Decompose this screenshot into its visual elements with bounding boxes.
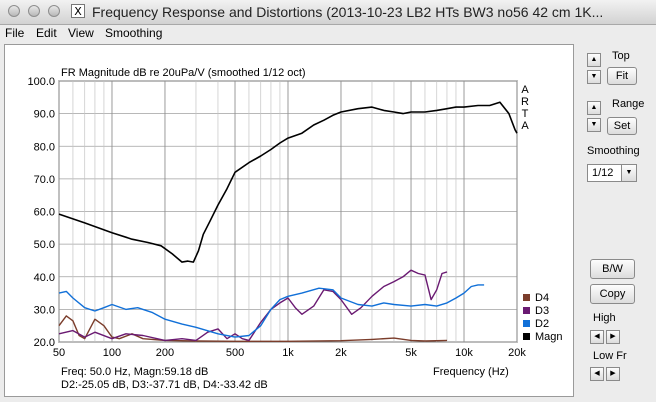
minimize-window-button[interactable] bbox=[28, 5, 40, 17]
y-tick-label: 40.0 bbox=[34, 272, 55, 284]
y-tick-label: 70.0 bbox=[34, 174, 55, 186]
x-axis-tick-labels: 50 100 200 500 1k 2k 5k 10k 20k bbox=[53, 347, 526, 359]
y-tick-label: 20.0 bbox=[34, 337, 55, 349]
legend-label-d3: D3 bbox=[535, 305, 549, 317]
y-axis-tick-labels: 20.0 30.0 40.0 50.0 60.0 70.0 80.0 90.0 100.0 bbox=[27, 76, 55, 349]
top-down-button[interactable]: ▼ bbox=[587, 70, 601, 84]
watermark-letter: R bbox=[521, 96, 529, 108]
x-tick-label: 20k bbox=[508, 347, 526, 359]
chart-title: FR Magnitude dB re 20uPa/V (smoothed 1/1… bbox=[61, 67, 306, 79]
y-tick-label: 50.0 bbox=[34, 239, 55, 251]
menu-edit[interactable]: Edit bbox=[36, 26, 57, 40]
y-tick-label: 80.0 bbox=[34, 141, 55, 153]
smoothing-value: 1/12 bbox=[592, 167, 614, 179]
chart-panel: FR Magnitude dB re 20uPa/V (smoothed 1/1… bbox=[4, 44, 574, 397]
range-down-button[interactable]: ▼ bbox=[587, 118, 601, 132]
watermark-letter: T bbox=[522, 108, 529, 120]
y-tick-label: 30.0 bbox=[34, 304, 55, 316]
high-label: High bbox=[593, 312, 616, 324]
top-up-button[interactable]: ▲ bbox=[587, 53, 601, 67]
x-tick-label: 200 bbox=[156, 347, 174, 359]
zoom-window-button[interactable] bbox=[48, 5, 60, 17]
series-d3-line bbox=[58, 269, 448, 342]
legend-swatch-magn bbox=[523, 333, 530, 340]
x11-app-icon: X bbox=[71, 4, 85, 18]
x-axis-label: Frequency (Hz) bbox=[433, 366, 509, 378]
x-tick-label: 50 bbox=[53, 347, 65, 359]
low-fr-label: Low Fr bbox=[593, 350, 627, 362]
smoothing-label: Smoothing bbox=[587, 145, 640, 157]
frequency-response-chart[interactable]: FR Magnitude dB re 20uPa/V (smoothed 1/1… bbox=[5, 45, 573, 396]
menu-file[interactable]: File bbox=[5, 26, 25, 40]
low-fr-left-button[interactable]: ◀ bbox=[590, 367, 604, 381]
title-bar: X Frequency Response and Distortions (20… bbox=[0, 0, 656, 25]
fit-button[interactable]: Fit bbox=[607, 67, 637, 85]
low-fr-right-button[interactable]: ▶ bbox=[606, 367, 620, 381]
window-title: Frequency Response and Distortions (2013… bbox=[92, 4, 604, 20]
watermark-letter: A bbox=[521, 120, 529, 132]
series-magn-line bbox=[58, 101, 518, 263]
x-tick-label: 100 bbox=[103, 347, 121, 359]
y-tick-label: 60.0 bbox=[34, 207, 55, 219]
legend-swatch-d2 bbox=[523, 320, 530, 327]
cursor-readout-line2: D2:-25.05 dB, D3:-37.71 dB, D4:-33.42 dB bbox=[61, 379, 268, 391]
high-left-button[interactable]: ◀ bbox=[590, 330, 604, 344]
chart-series bbox=[58, 101, 518, 342]
close-window-button[interactable] bbox=[8, 5, 20, 17]
series-d2-line bbox=[58, 284, 485, 338]
legend-label-magn: Magn bbox=[535, 331, 563, 343]
set-button[interactable]: Set bbox=[607, 117, 637, 135]
range-label: Range bbox=[612, 98, 645, 110]
menu-smoothing[interactable]: Smoothing bbox=[105, 26, 163, 40]
copy-button[interactable]: Copy bbox=[590, 284, 635, 304]
top-label: Top bbox=[612, 50, 630, 62]
x-tick-label: 2k bbox=[335, 347, 347, 359]
bw-button[interactable]: B/W bbox=[590, 259, 635, 279]
menu-bar: File Edit View Smoothing bbox=[0, 24, 656, 42]
high-right-button[interactable]: ▶ bbox=[606, 330, 620, 344]
range-up-button[interactable]: ▲ bbox=[587, 101, 601, 115]
x-tick-label: 1k bbox=[282, 347, 294, 359]
x-tick-label: 5k bbox=[405, 347, 417, 359]
menu-view[interactable]: View bbox=[68, 26, 94, 40]
series-d4-line bbox=[58, 315, 448, 342]
cursor-readout-line1: Freq: 50.0 Hz, Magn:59.18 dB bbox=[61, 366, 208, 378]
legend-swatch-d4 bbox=[523, 294, 530, 301]
legend-label-d4: D4 bbox=[535, 292, 549, 304]
smoothing-select[interactable]: 1/12 ▼ bbox=[587, 164, 637, 182]
chevron-down-icon[interactable]: ▼ bbox=[621, 165, 636, 181]
y-tick-label: 90.0 bbox=[34, 109, 55, 121]
legend-label-d2: D2 bbox=[535, 318, 549, 330]
x-tick-label: 10k bbox=[455, 347, 473, 359]
y-tick-label: 100.0 bbox=[27, 76, 55, 88]
x-tick-label: 500 bbox=[226, 347, 244, 359]
legend-swatch-d3 bbox=[523, 307, 530, 314]
watermark-letter: A bbox=[521, 84, 529, 96]
